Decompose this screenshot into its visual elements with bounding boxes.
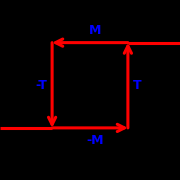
Text: -M: -M: [86, 134, 103, 147]
Text: T: T: [133, 79, 141, 92]
Text: -T: -T: [35, 79, 47, 92]
Text: M: M: [89, 24, 101, 37]
